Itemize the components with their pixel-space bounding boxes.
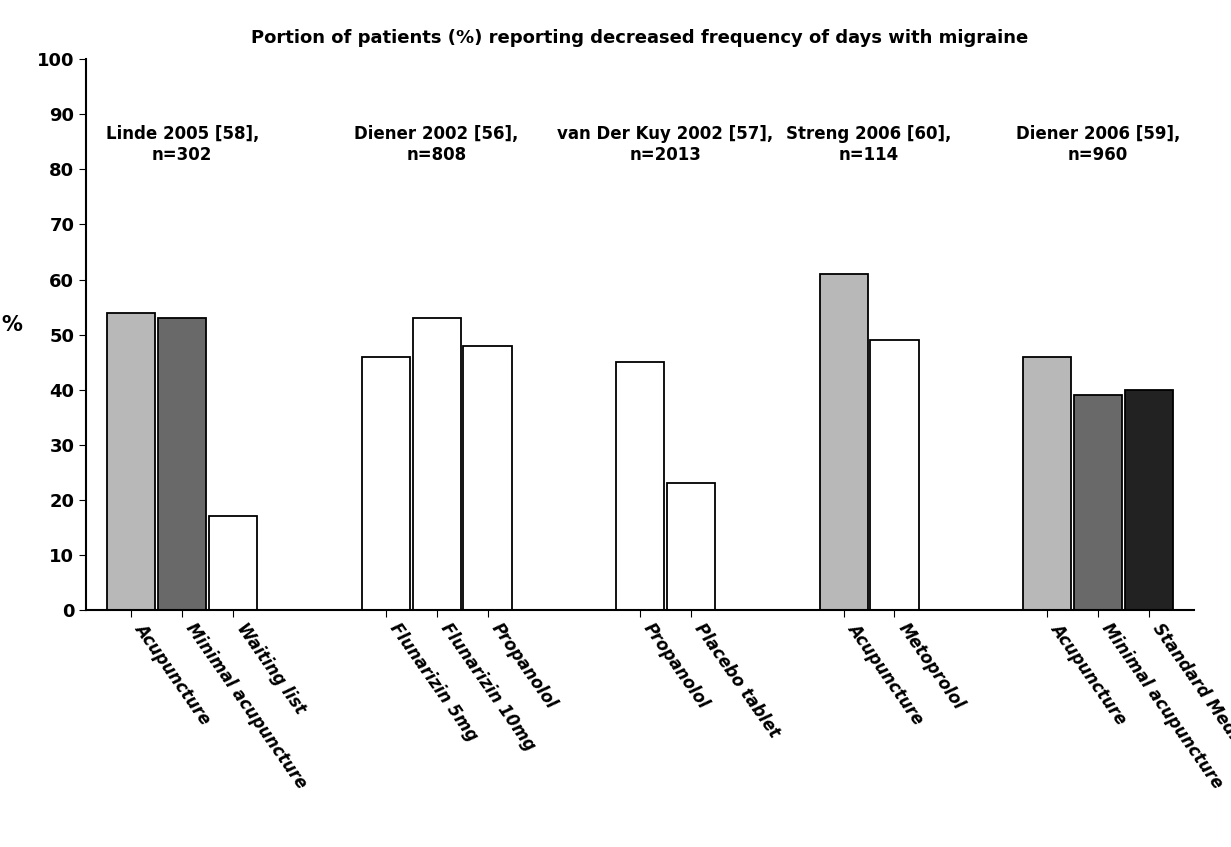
- Text: Diener 2006 [59],
n=960: Diener 2006 [59], n=960: [1016, 125, 1181, 164]
- Text: Diener 2002 [56],
n=808: Diener 2002 [56], n=808: [355, 125, 518, 164]
- Y-axis label: %: %: [1, 314, 22, 335]
- Bar: [464, 346, 512, 610]
- Bar: [209, 516, 257, 610]
- Text: Streng 2006 [60],
n=114: Streng 2006 [60], n=114: [787, 125, 952, 164]
- Bar: [820, 274, 868, 610]
- Text: Linde 2005 [58],
n=302: Linde 2005 [58], n=302: [106, 125, 259, 164]
- Bar: [1125, 390, 1173, 610]
- Bar: [616, 362, 665, 610]
- Bar: [412, 318, 460, 610]
- Bar: [362, 357, 410, 610]
- Bar: [1073, 395, 1121, 610]
- Title: Portion of patients (%) reporting decreased frequency of days with migraine: Portion of patients (%) reporting decrea…: [251, 29, 1029, 47]
- Bar: [107, 313, 155, 610]
- Bar: [870, 340, 918, 610]
- Bar: [159, 318, 207, 610]
- Bar: [667, 483, 715, 610]
- Text: van Der Kuy 2002 [57],
n=2013: van Der Kuy 2002 [57], n=2013: [558, 125, 773, 164]
- Bar: [1023, 357, 1071, 610]
